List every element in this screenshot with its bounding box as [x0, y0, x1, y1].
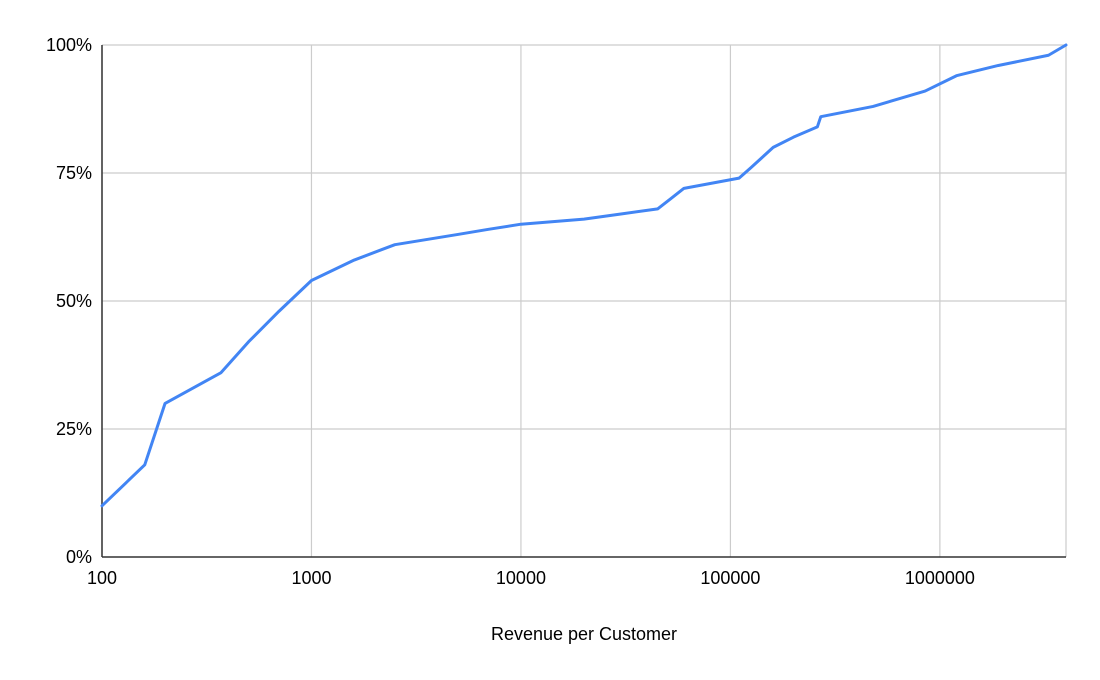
tick-labels: 0% 25% 50% 75% 100% 100 1000 10000 100000 1000000	[46, 35, 975, 588]
series-line	[100, 43, 1068, 508]
y-tick-label: 100%	[46, 35, 92, 55]
y-tick-label: 25%	[56, 419, 92, 439]
x-axis-title: Revenue per Customer	[491, 624, 677, 644]
y-tick-label: 75%	[56, 163, 92, 183]
axes	[101, 45, 1066, 558]
series	[100, 43, 1068, 508]
y-tick-label: 50%	[56, 291, 92, 311]
x-tick-label: 100	[87, 568, 117, 588]
gridlines	[101, 44, 1067, 557]
x-tick-label: 1000	[291, 568, 331, 588]
x-tick-label: 1000000	[905, 568, 975, 588]
x-tick-label: 100000	[700, 568, 760, 588]
x-tick-label: 10000	[496, 568, 546, 588]
y-tick-label: 0%	[66, 547, 92, 567]
